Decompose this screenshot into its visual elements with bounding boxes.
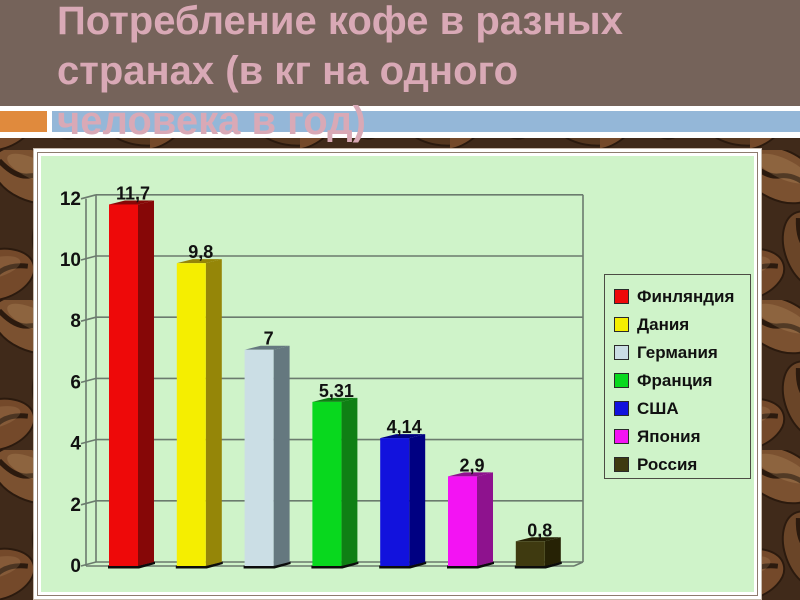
bar-top-face [176,259,222,264]
legend-label: Россия [637,454,698,474]
legend-swatch [614,288,629,304]
y-tick-label: 4 [70,434,81,455]
title-line-1: Потребление кофе в разных [57,0,623,43]
legend-swatch [614,316,629,332]
bar-floor-shadow [175,561,223,569]
bar-top-face [448,472,493,477]
bar-value-label: 5,31 [319,381,354,401]
bar-chart: 0 2 4 6 8 10 12 11,7 9,8 7 5,31 4,14 2,9 0,8 [60,183,584,577]
legend-label: Германия [637,342,718,362]
chart-frame: 0 2 4 6 8 10 12 11,7 9,8 7 5,31 4,14 2,9 0,8 Финлянди… [33,148,762,600]
y-tick-label: 12 [60,189,81,210]
bar-floor-shadow [447,561,494,569]
slide-title: Потребление кофе в разных странах (в кг … [57,0,623,146]
legend-swatch [614,428,629,444]
bar-value-label: 4,14 [387,417,422,437]
legend-item: Россия [614,450,750,478]
bar-6 [448,476,477,566]
bar-top-face [380,434,426,439]
bar-side-face [409,434,426,566]
chart-legend: Финляндия Дания Германия Франция США Япония Ро… [604,274,751,479]
legend-item: США [614,394,750,422]
bar-side-face [544,537,561,566]
bar-5 [380,438,410,566]
bar-4 [312,401,342,566]
title-line-2: странах (в кг на одного [57,49,519,93]
bar-value-label: 2,9 [459,455,484,475]
bar-2 [176,263,206,566]
legend-item: Япония [614,422,750,450]
bar-value-label: 7 [264,329,274,349]
bar-7 [515,541,545,566]
legend-swatch [614,456,629,472]
bar-floor-shadow [243,561,291,569]
bar-1 [109,204,138,566]
legend-swatch [614,344,629,360]
legend-label: Финляндия [637,286,735,306]
floor-corner-edge [573,561,584,567]
legend-swatch [614,372,629,388]
y-axis-tick [80,255,97,261]
bar-floor-shadow [108,561,155,569]
accent-band [0,106,800,138]
y-axis-tick [80,500,97,506]
y-tick-label: 8 [70,311,81,332]
bar-side-face [205,259,222,566]
bar-top-face [515,537,561,542]
bar-3 [244,349,274,566]
y-tick-label: 2 [70,495,81,516]
bar-floor-shadow [311,561,359,569]
legend-item: Германия [614,338,750,366]
y-axis-tick [80,438,97,445]
legend-label: Дания [637,314,690,334]
legend-item: Франция [614,366,750,394]
bar-side-face [341,397,358,566]
bar-top-face [244,345,290,350]
legend-label: Япония [637,426,701,446]
legend-label: Франция [637,370,713,390]
bar-side-face [273,345,290,566]
accent-orange-block [0,111,47,132]
chart-frame-inner: 0 2 4 6 8 10 12 11,7 9,8 7 5,31 4,14 2,9 0,8 Финлянди… [37,152,758,596]
legend-label: США [637,398,679,418]
legend-item: Финляндия [614,282,750,310]
y-axis-tick [80,316,97,322]
y-axis-tick [80,194,97,200]
legend-item: Дания [614,310,750,338]
accent-blue-bar [52,111,800,132]
y-tick-label: 0 [70,556,81,577]
title-background [0,0,800,106]
bar-value-label: 11,7 [116,183,150,203]
title-line-3: человека в год) [57,99,366,143]
bar-top-face [109,200,154,205]
bar-top-face [312,397,358,402]
y-axis-tick [80,377,97,384]
bar-floor-shadow [379,561,427,569]
y-tick-label: 6 [70,372,81,393]
chart-area: 0 2 4 6 8 10 12 11,7 9,8 7 5,31 4,14 2,9 0,8 Финлянди… [41,156,754,592]
bar-floor-shadow [514,561,562,569]
legend-swatch [614,400,629,416]
y-tick-label: 10 [60,250,81,271]
y-axis-tick [80,561,97,567]
bar-value-label: 9,8 [188,242,213,262]
bar-side-face [477,472,493,566]
bar-side-face [138,200,154,566]
bar-value-label: 0,8 [527,520,552,540]
